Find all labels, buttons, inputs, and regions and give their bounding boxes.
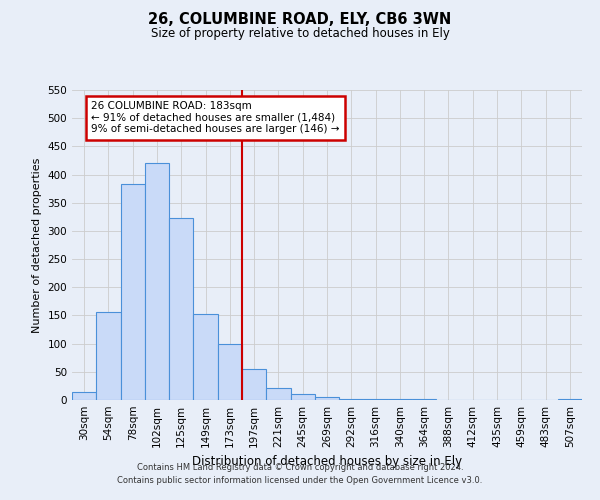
Bar xyxy=(290,394,315,400)
Bar xyxy=(339,399,364,400)
Bar xyxy=(72,392,96,400)
Bar xyxy=(121,184,145,400)
Bar xyxy=(364,399,388,400)
Bar xyxy=(218,344,242,400)
Bar xyxy=(315,397,339,400)
Bar xyxy=(558,399,582,400)
Text: Size of property relative to detached houses in Ely: Size of property relative to detached ho… xyxy=(151,28,449,40)
Bar xyxy=(145,164,169,400)
Text: 26, COLUMBINE ROAD, ELY, CB6 3WN: 26, COLUMBINE ROAD, ELY, CB6 3WN xyxy=(148,12,452,28)
Text: 26 COLUMBINE ROAD: 183sqm
← 91% of detached houses are smaller (1,484)
9% of sem: 26 COLUMBINE ROAD: 183sqm ← 91% of detac… xyxy=(91,102,340,134)
Bar xyxy=(193,314,218,400)
Bar xyxy=(266,388,290,400)
Bar xyxy=(242,369,266,400)
Text: Contains HM Land Registry data © Crown copyright and database right 2024.: Contains HM Land Registry data © Crown c… xyxy=(137,464,463,472)
Text: Contains public sector information licensed under the Open Government Licence v3: Contains public sector information licen… xyxy=(118,476,482,485)
Bar xyxy=(96,312,121,400)
X-axis label: Distribution of detached houses by size in Ely: Distribution of detached houses by size … xyxy=(192,456,462,468)
Y-axis label: Number of detached properties: Number of detached properties xyxy=(32,158,42,332)
Bar xyxy=(169,218,193,400)
